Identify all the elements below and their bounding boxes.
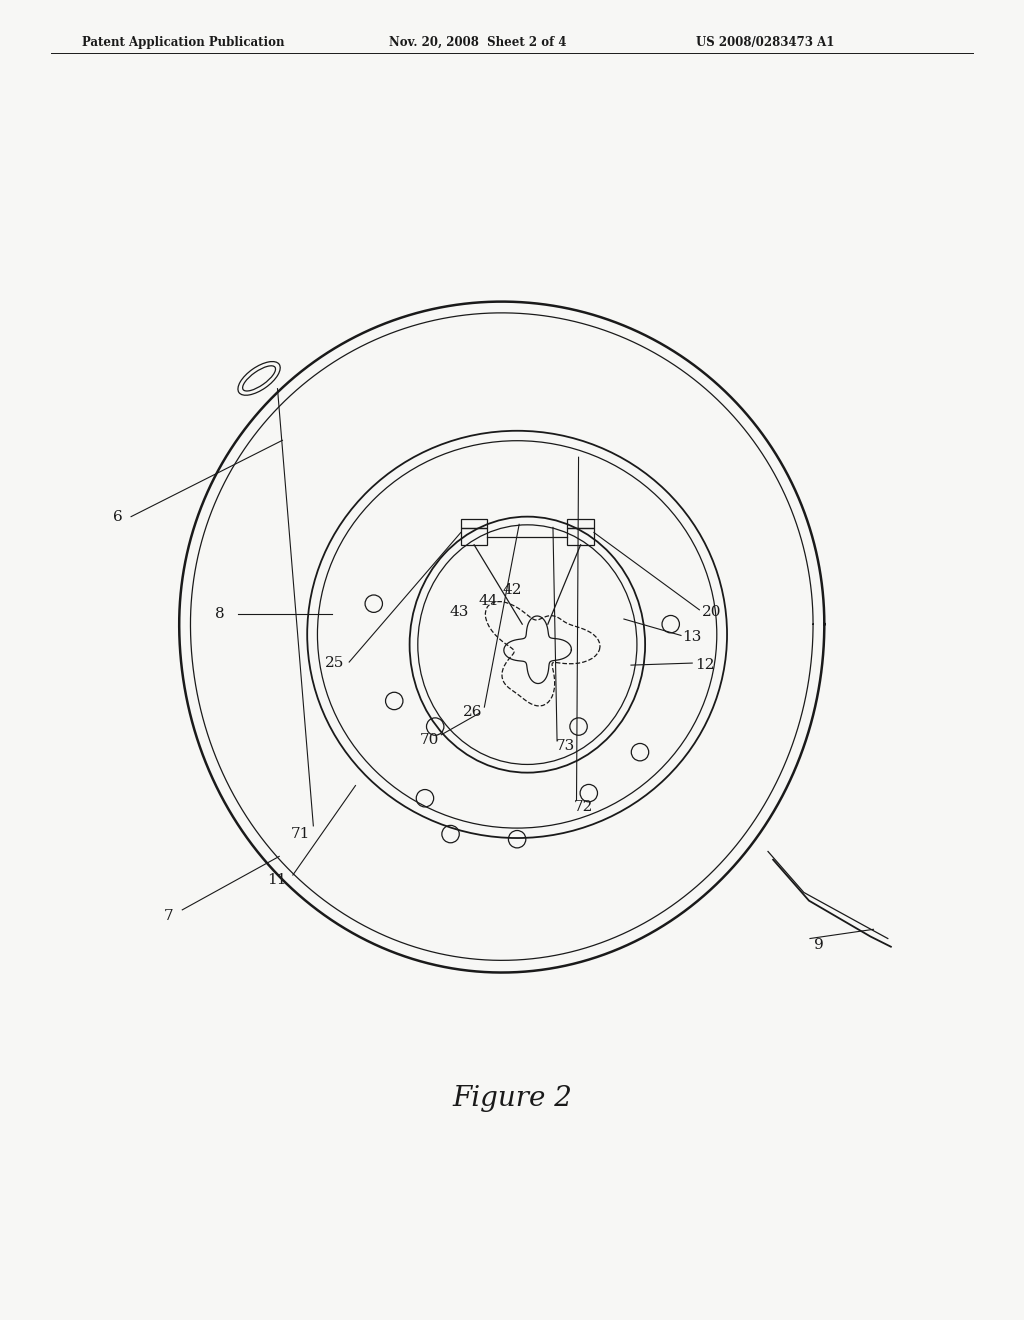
Text: 9: 9 [814,937,824,952]
Text: 8: 8 [215,607,225,620]
Text: 73: 73 [556,739,574,752]
Text: 11: 11 [266,873,287,887]
Text: 70: 70 [420,733,438,747]
Text: 25: 25 [326,656,344,671]
Text: 6: 6 [113,510,123,524]
Text: Figure 2: Figure 2 [452,1085,572,1111]
Bar [567,528,594,545]
Text: 42: 42 [502,583,522,598]
Text: US 2008/0283473 A1: US 2008/0283473 A1 [696,36,835,49]
Text: Nov. 20, 2008  Sheet 2 of 4: Nov. 20, 2008 Sheet 2 of 4 [389,36,566,49]
Text: 13: 13 [683,631,701,644]
Text: Patent Application Publication: Patent Application Publication [82,36,285,49]
Text: 26: 26 [463,705,483,719]
Bar [461,519,487,528]
Bar [567,519,594,528]
Text: 7: 7 [164,909,174,923]
Text: 72: 72 [574,800,593,814]
Text: 12: 12 [694,659,715,672]
Text: 71: 71 [291,828,309,841]
Bar [461,528,487,545]
Text: 43: 43 [450,605,468,619]
Text: 20: 20 [701,605,722,619]
Text: 44: 44 [478,594,499,607]
